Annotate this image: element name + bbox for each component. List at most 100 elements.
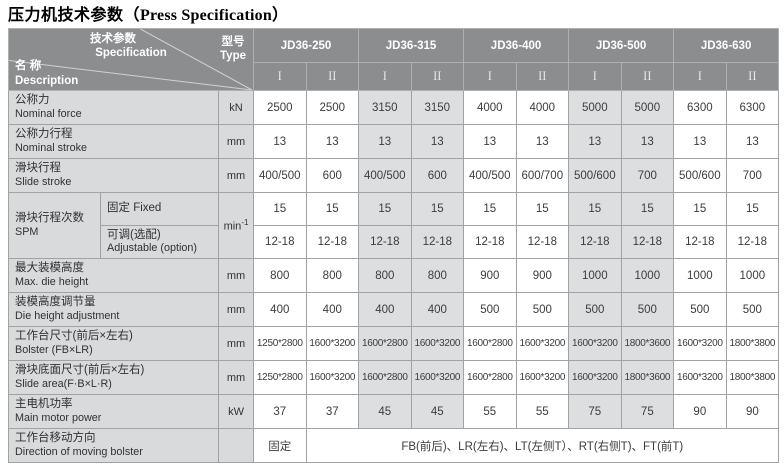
spec-value: 700 — [725, 158, 780, 193]
spec-value: 800 — [358, 258, 412, 293]
model-header-jd36-500: JD36-500 — [568, 28, 675, 63]
direction-fixed-value: 固定 — [253, 428, 307, 463]
spec-value: 1800*3800 — [725, 326, 780, 361]
subcol-header: I — [568, 62, 622, 91]
unit-cell: kN — [217, 90, 255, 125]
row-label-5: 装模高度调节量 Die height adjustment — [8, 292, 219, 327]
spec-value: 6300 — [725, 90, 780, 125]
spec-value: 15 — [568, 192, 622, 226]
direction-options-value: FB(前后)、LR(左右)、LT(左侧T）、RT(右侧T)、FT(前T) — [305, 428, 780, 463]
spec-value: 15 — [515, 192, 570, 226]
spec-table: 技术参数 Specification 型号 Type 名 称 Descripti… — [7, 28, 780, 463]
spec-value: 1600*3200 — [410, 360, 465, 395]
spec-value: 12-18 — [253, 225, 307, 259]
spec-value: 1600*3200 — [515, 360, 570, 395]
spec-value: 1800*3600 — [620, 360, 675, 395]
spec-value: 500 — [463, 292, 517, 327]
corner-header-cell: 技术参数 Specification 型号 Type 名 称 Descripti… — [7, 28, 255, 91]
spec-value: 75 — [620, 394, 675, 429]
spec-value: 4000 — [515, 90, 570, 125]
spec-value: 500 — [568, 292, 622, 327]
corner-name-zh: 名 称 — [15, 60, 42, 73]
spec-value: 37 — [253, 394, 307, 429]
row-label-1: 公称力行程 Nominal stroke — [8, 124, 219, 159]
spec-value: 13 — [305, 124, 360, 159]
row-label-2: 滑块行程 Slide stroke — [8, 158, 219, 193]
spec-value: 900 — [463, 258, 517, 293]
spec-value: 12-18 — [463, 225, 517, 259]
row-label-4: 最大装模高度 Max. die height — [8, 258, 219, 293]
spm-adjustable-label: 可调(选配) Adjustable (option) — [100, 225, 219, 259]
spec-value: 12-18 — [673, 225, 727, 259]
spec-value: 15 — [673, 192, 727, 226]
spec-value: 15 — [463, 192, 517, 226]
spec-value: 500 — [673, 292, 727, 327]
table-row: 公称力 Nominal force kN 2500 2500 3150 3150 4000 40… — [8, 90, 780, 125]
table-row: 装模高度调节量 Die height adjustment mm 400 400 400 4… — [8, 292, 780, 327]
subcol-header: I — [463, 62, 517, 91]
row-label-8: 主电机功率 Main motor power — [8, 394, 219, 429]
spec-value: 90 — [725, 394, 780, 429]
spec-value: 13 — [725, 124, 780, 159]
spec-value: 800 — [253, 258, 307, 293]
table-row: 可调(选配) Adjustable (option) 12-18 12-18 12-18… — [9, 225, 780, 259]
spec-value: 800 — [305, 258, 360, 293]
spec-value: 1000 — [725, 258, 780, 293]
spec-value: 15 — [725, 192, 780, 226]
spec-value: 600 — [410, 158, 465, 193]
spec-value: 75 — [568, 394, 622, 429]
unit-cell: kW — [217, 394, 255, 429]
spec-value: 12-18 — [568, 225, 622, 259]
unit-cell: mm — [217, 326, 255, 361]
row-label-spm: 滑块行程次数 SPM — [8, 192, 101, 259]
spec-value: 4000 — [463, 90, 517, 125]
spec-value: 900 — [515, 258, 570, 293]
spec-value: 1600*3200 — [515, 326, 570, 361]
spec-value: 1600*2800 — [358, 360, 412, 395]
spec-value: 1250*2800 — [253, 326, 307, 361]
spec-value: 12-18 — [515, 225, 570, 259]
spec-value: 1600*3200 — [673, 326, 727, 361]
spec-value: 15 — [358, 192, 412, 226]
spec-value: 2500 — [253, 90, 307, 125]
spec-value: 12-18 — [358, 225, 412, 259]
spec-value: 5000 — [568, 90, 622, 125]
spec-value: 2500 — [305, 90, 360, 125]
subcol-header: II — [305, 62, 360, 91]
unit-cell: mm — [217, 124, 255, 159]
subcol-header: II — [725, 62, 780, 91]
spec-value: 1250*2800 — [253, 360, 307, 395]
spec-value: 400 — [305, 292, 360, 327]
spec-table-body: 公称力 Nominal force kN 2500 2500 3150 3150 4000 40… — [8, 90, 780, 463]
spec-value: 13 — [358, 124, 412, 159]
spec-value: 1800*3800 — [725, 360, 780, 395]
spec-value: 1600*3200 — [410, 326, 465, 361]
spec-value: 55 — [463, 394, 517, 429]
spec-value: 13 — [673, 124, 727, 159]
title-zh: 压力机技术参数 — [8, 7, 124, 24]
subcol-header: II — [620, 62, 675, 91]
unit-cell: mm — [217, 292, 255, 327]
spec-value: 1600*2800 — [463, 360, 517, 395]
corner-spec-en: Specification — [95, 47, 167, 60]
spec-value: 500 — [725, 292, 780, 327]
title-paren-close: ） — [271, 7, 289, 24]
spec-value: 400/500 — [463, 158, 517, 193]
unit-cell: mm — [217, 360, 255, 395]
spec-value: 700 — [620, 158, 675, 193]
spec-value: 45 — [358, 394, 412, 429]
spec-value: 400/500 — [358, 158, 412, 193]
corner-spec-zh: 技术参数 — [90, 33, 136, 45]
spec-value: 800 — [410, 258, 465, 293]
subcol-header: II — [515, 62, 570, 91]
spec-value: 500 — [620, 292, 675, 327]
spec-value: 1600*2800 — [358, 326, 412, 361]
spec-value: 400 — [253, 292, 307, 327]
spec-value: 1600*3200 — [568, 326, 622, 361]
spec-value: 90 — [673, 394, 727, 429]
corner-type-label: 型号 Type — [220, 35, 246, 64]
spec-value: 600 — [305, 158, 360, 193]
spec-value: 55 — [515, 394, 570, 429]
page-title: 压力机技术参数（Press Specification） — [8, 1, 288, 25]
spec-value: 3150 — [410, 90, 465, 125]
